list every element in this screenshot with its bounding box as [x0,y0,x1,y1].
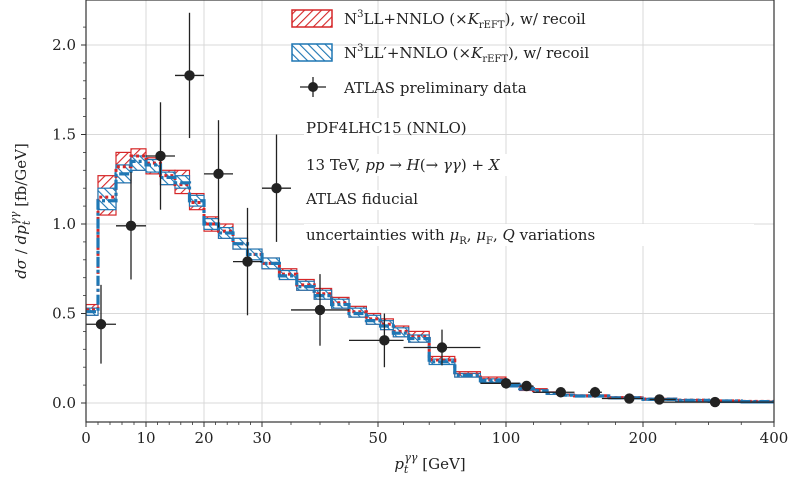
data-point [601,393,643,404]
band-bin-blue [130,155,147,171]
y-tick-label: 0.5 [52,305,76,323]
x-tick-label: 20 [194,429,213,447]
legend-label-blue: N3LL′+NNLO (×KrEFT), w/ recoil [344,43,589,65]
data-point-marker [125,220,137,231]
annotation-process: 13 TeV, pp → H(→ γγ) + X [306,156,501,174]
x-tick-label: 400 [760,429,789,447]
data-point-marker [271,183,282,194]
legend-swatch-red [291,9,333,28]
data-point [175,12,204,139]
annotation-uncertainties: uncertainties with μR, μF, Q variations [306,226,595,247]
x-tick-label: 50 [368,429,387,447]
legend-label-data: ATLAS preliminary data [343,79,527,97]
data-point-marker [95,319,107,330]
data-point-marker [314,304,326,316]
data-point-marker [589,387,601,398]
data-point-marker [184,70,195,81]
data-point [291,274,349,346]
legend-label-red: N3LL+NNLO (×KrEFT), w/ recoil [344,9,586,31]
grid [85,0,775,422]
data-point [116,172,146,280]
data-points [86,12,774,408]
data-point [204,120,233,228]
data-point-marker [709,396,721,408]
data-point-marker [555,387,566,398]
data-point-marker [155,150,166,162]
x-tick-label: 200 [629,429,658,447]
data-point [533,387,575,398]
plot-frame [85,0,775,423]
y-axis-label: dσ / dptγγ [fb/GeV] [8,143,33,279]
data-point-marker [379,335,390,346]
data-point-marker [624,393,635,404]
legend-swatch-blue [291,43,333,62]
data-point-marker [436,342,448,353]
data-point [233,207,262,316]
legend-swatch-data-marker [308,82,318,92]
x-axis-label: ptγγ [GeV] [394,451,465,476]
data-point [86,284,116,364]
data-point-marker [213,168,224,180]
data-point [146,102,175,210]
annotation-fiducial: ATLAS fiducial [305,190,418,208]
x-tick-label: 30 [252,429,271,447]
x-tick-label: 100 [492,429,521,447]
legend: N3LL+NNLO (×KrEFT), w/ recoil N3LL′+NNLO… [291,9,589,97]
annotations: PDF4LHC15 (NNLO) 13 TeV, pp → H(→ γγ) + … [304,118,754,247]
band-bin-blue [97,187,117,211]
data-point-marker [242,256,253,267]
data-point [403,329,481,366]
y-tick-label: 1.5 [52,126,76,144]
x-tick-label: 10 [136,429,155,447]
annotation-pdf: PDF4LHC15 (NNLO) [306,119,467,137]
y-tick-label: 0.0 [52,394,76,412]
data-point [519,380,534,392]
central-lines [86,154,774,404]
axis-ticks: 0 10 20 30 50 100 200 400 0.0 0.5 1.0 1.5 2.0 [52,26,789,447]
data-point-marker [521,380,532,392]
data-point-marker [500,378,512,389]
data-point [588,386,602,398]
data-point [480,377,520,389]
data-point [656,396,774,408]
y-tick-label: 2.0 [52,36,76,54]
y-tick-label: 1.0 [52,215,76,233]
data-point-marker [654,394,665,405]
data-point [262,134,291,242]
central-line-blue [86,159,774,404]
x-tick-label: 0 [81,429,91,447]
data-point [349,313,404,368]
